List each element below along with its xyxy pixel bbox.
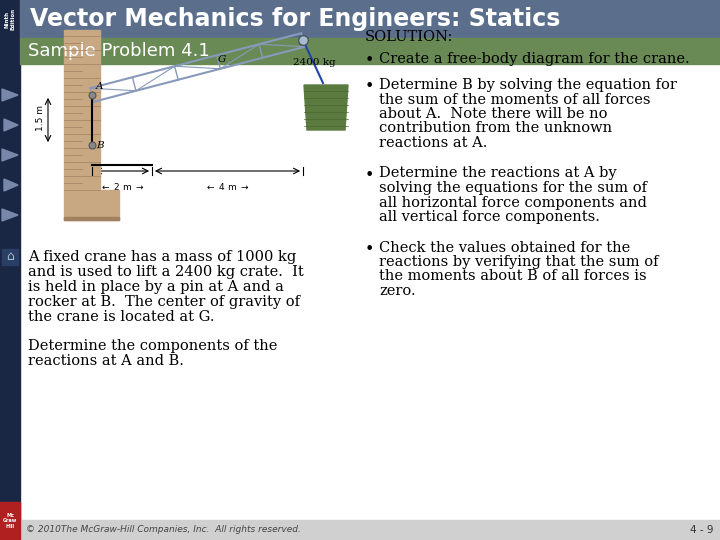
Text: and is used to lift a 2400 kg crate.  It: and is used to lift a 2400 kg crate. It — [28, 265, 304, 279]
Text: all vertical force components.: all vertical force components. — [379, 210, 600, 224]
Text: Mc
Graw
Hill: Mc Graw Hill — [3, 512, 17, 529]
Text: •: • — [365, 78, 374, 95]
Text: Sample Problem 4.1: Sample Problem 4.1 — [28, 42, 210, 60]
Text: Create a free-body diagram for the crane.: Create a free-body diagram for the crane… — [379, 52, 690, 66]
Text: SOLUTION:: SOLUTION: — [365, 30, 454, 44]
Text: •: • — [365, 240, 374, 258]
Bar — [2, 249, 18, 265]
Text: A fixed crane has a mass of 1000 kg: A fixed crane has a mass of 1000 kg — [28, 250, 296, 264]
Text: zero.: zero. — [379, 284, 415, 298]
Text: $\leftarrow$ 2 m $\rightarrow$: $\leftarrow$ 2 m $\rightarrow$ — [99, 181, 145, 192]
Polygon shape — [4, 179, 18, 191]
Bar — [0, 0, 20, 540]
Text: all horizontal force components and: all horizontal force components and — [379, 195, 647, 210]
Bar — [64, 217, 119, 220]
Polygon shape — [2, 89, 18, 101]
Bar — [0, 520, 720, 540]
Polygon shape — [2, 209, 18, 221]
Text: Determine B by solving the equation for: Determine B by solving the equation for — [379, 78, 677, 92]
Text: •: • — [365, 52, 374, 69]
Text: $\leftarrow$ 4 m $\rightarrow$: $\leftarrow$ 4 m $\rightarrow$ — [204, 181, 250, 192]
Bar — [64, 190, 119, 220]
Bar — [64, 30, 100, 190]
Text: Check the values obtained for the: Check the values obtained for the — [379, 240, 630, 254]
Text: 2400 kg: 2400 kg — [293, 58, 336, 67]
Text: Determine the components of the: Determine the components of the — [28, 339, 277, 353]
Text: 1.5 m: 1.5 m — [36, 105, 45, 131]
Text: is held in place by a pin at A and a: is held in place by a pin at A and a — [28, 280, 284, 294]
Bar — [20, 64, 720, 520]
Text: the crane is located at G.: the crane is located at G. — [28, 310, 215, 324]
Polygon shape — [304, 85, 348, 130]
Text: Ninth
Edition: Ninth Edition — [4, 8, 15, 30]
Text: the sum of the moments of all forces: the sum of the moments of all forces — [379, 92, 650, 106]
Text: Vector Mechanics for Engineers: Statics: Vector Mechanics for Engineers: Statics — [30, 7, 560, 31]
Text: 4 - 9: 4 - 9 — [690, 525, 714, 535]
Text: G: G — [217, 56, 226, 64]
Text: rocker at B.  The center of gravity of: rocker at B. The center of gravity of — [28, 295, 300, 309]
Polygon shape — [4, 119, 18, 131]
Bar — [20, 38, 720, 64]
Text: •: • — [365, 166, 374, 184]
Text: reactions at A and B.: reactions at A and B. — [28, 354, 184, 368]
Bar — [20, 0, 720, 38]
Text: B: B — [96, 141, 104, 150]
Bar — [0, 502, 20, 540]
Polygon shape — [2, 149, 18, 161]
Text: about A.  Note there will be no: about A. Note there will be no — [379, 107, 608, 121]
Text: reactions by verifying that the sum of: reactions by verifying that the sum of — [379, 255, 659, 269]
Text: reactions at A.: reactions at A. — [379, 136, 487, 150]
Text: the moments about B of all forces is: the moments about B of all forces is — [379, 269, 647, 284]
Text: solving the equations for the sum of: solving the equations for the sum of — [379, 181, 647, 195]
Text: ⌂: ⌂ — [6, 251, 14, 264]
Text: © 2010The McGraw-Hill Companies, Inc.  All rights reserved.: © 2010The McGraw-Hill Companies, Inc. Al… — [26, 525, 301, 535]
Text: A: A — [96, 82, 104, 91]
Text: Determine the reactions at A by: Determine the reactions at A by — [379, 166, 616, 180]
Text: contribution from the unknown: contribution from the unknown — [379, 122, 612, 136]
